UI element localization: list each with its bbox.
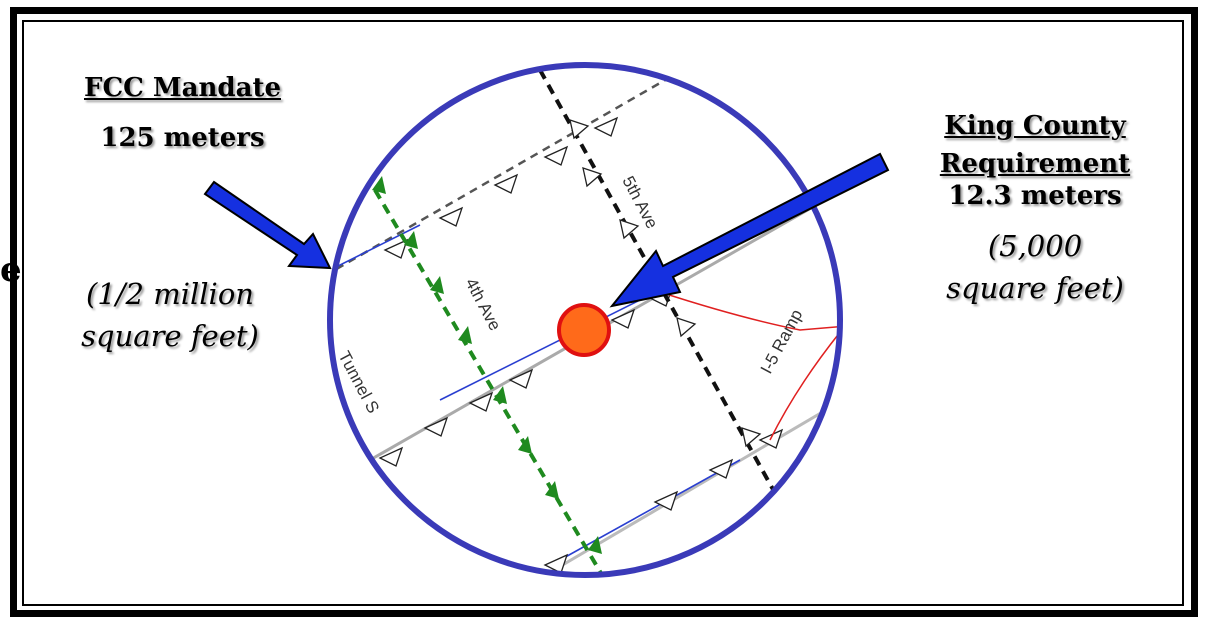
edge-text-fragment: e <box>0 250 22 290</box>
fcc-area-line2: square feet) <box>81 319 259 353</box>
king-county-arrow <box>609 152 890 308</box>
direction-markers <box>378 116 784 574</box>
fcc-distance: 125 meters <box>100 123 265 153</box>
fcc-radius-circle <box>327 62 843 578</box>
king-county-area-line2: square feet) <box>946 271 1124 305</box>
outer-frame <box>10 7 1198 617</box>
fcc-arrow <box>203 180 332 270</box>
king-county-title-line1: King County <box>944 111 1126 141</box>
fourth-ave-line <box>372 176 607 575</box>
king-county-area-line1: (5,000 <box>987 229 1083 263</box>
king-county-distance: 12.3 meters <box>948 181 1122 211</box>
caller-location-point <box>557 303 611 357</box>
fcc-mandate-title: FCC Mandate <box>83 73 281 103</box>
king-county-title-line2: Requirement <box>939 149 1131 179</box>
fcc-area-line1: (1/2 million <box>86 277 254 311</box>
inner-frame <box>22 20 1184 606</box>
